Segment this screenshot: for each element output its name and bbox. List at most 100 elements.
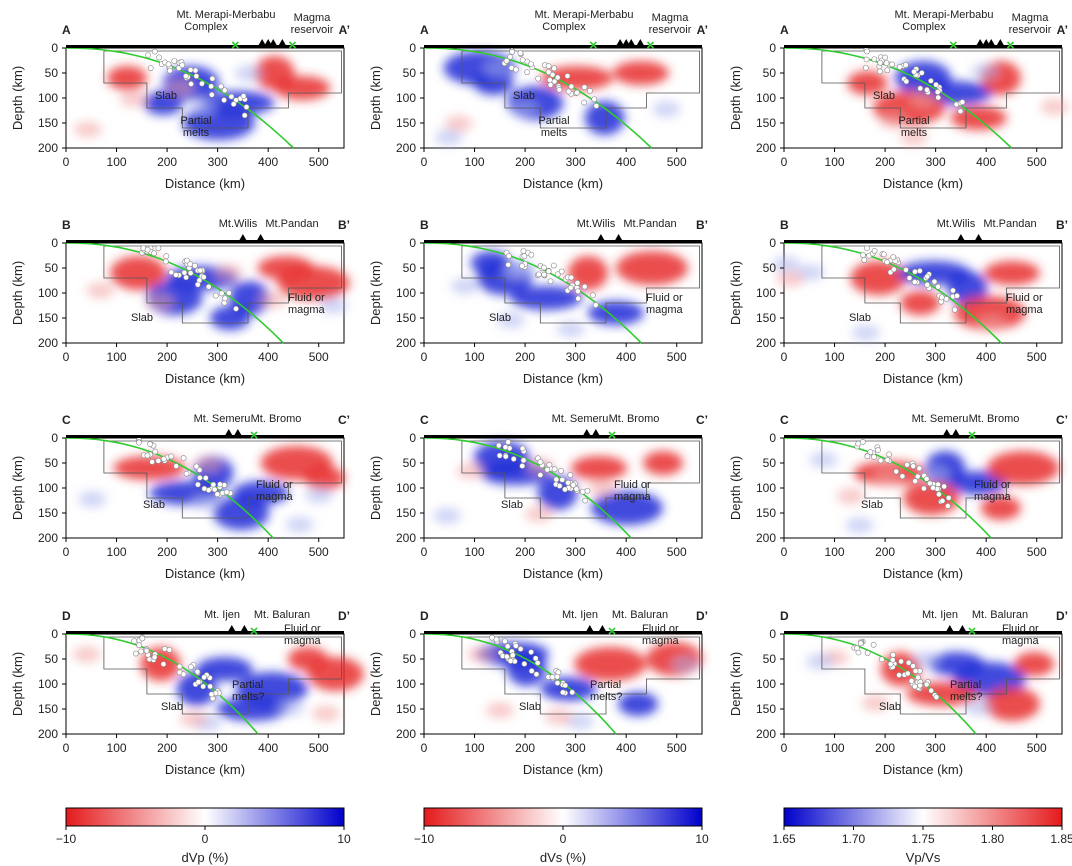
- y-axis-label: Depth (km): [368, 456, 383, 520]
- earthquake-dot: [893, 468, 900, 475]
- annotation-label: Fluid or: [256, 479, 293, 491]
- slab-top-line: [65, 242, 284, 344]
- annotation-label: Slab: [879, 701, 901, 713]
- x-tick-label: 0: [421, 545, 428, 559]
- earthquake-dot: [549, 674, 556, 680]
- earthquake-dot: [579, 488, 586, 495]
- x-tick-label: 300: [566, 350, 586, 364]
- station-marker-icon: [250, 627, 258, 635]
- earthquake-dot: [547, 81, 554, 88]
- earthquake-dot: [957, 108, 964, 115]
- annotation-label: reservoir: [1009, 24, 1052, 36]
- earthquake-dot: [549, 71, 556, 78]
- x-tick-label: 500: [309, 155, 329, 169]
- y-tick-label: 50: [403, 652, 417, 666]
- earthquake-dot: [199, 80, 205, 87]
- slab-top-line: [423, 633, 617, 735]
- y-tick-label: 100: [756, 91, 776, 105]
- earthquake-dot: [507, 658, 514, 664]
- annotation-label: Partial: [538, 115, 569, 127]
- earthquake-dot: [574, 89, 580, 96]
- topography-bar: [784, 240, 1062, 243]
- x-tick-label: 400: [258, 741, 278, 755]
- earthquake-dot: [545, 268, 552, 275]
- x-tick-label: 200: [875, 741, 895, 755]
- earthquake-dot: [926, 480, 933, 487]
- y-tick-label: 100: [38, 677, 58, 691]
- annotation-label: Fluid or: [646, 292, 683, 304]
- earthquake-dot: [537, 472, 544, 478]
- annotation-label: Mt. Bromo: [251, 413, 302, 425]
- earthquake-dot: [180, 455, 187, 461]
- x-tick-label: 200: [875, 350, 895, 364]
- x-axis-label: Distance (km): [523, 371, 603, 386]
- earthquake-dot: [192, 262, 198, 269]
- earthquake-dot: [558, 268, 565, 275]
- y-tick-label: 50: [403, 456, 417, 470]
- earthquake-dot: [208, 91, 215, 98]
- annotation-label: Magma: [1012, 12, 1050, 24]
- earthquake-dot: [179, 62, 186, 69]
- x-tick-label: 200: [157, 545, 177, 559]
- earthquake-dot: [547, 278, 554, 285]
- earthquake-dot: [143, 647, 150, 654]
- earthquake-dot: [187, 66, 194, 73]
- x-tick-label: 200: [157, 155, 177, 169]
- earthquake-dot: [528, 61, 534, 68]
- earthquake-dot: [581, 84, 588, 91]
- topography-bar: [66, 240, 344, 243]
- x-tick-label: 100: [825, 545, 845, 559]
- earthquake-dot: [864, 245, 870, 252]
- volcano-icon: [227, 625, 236, 632]
- y-tick-label: 0: [769, 431, 776, 445]
- x-axis-label: Distance (km): [165, 371, 245, 386]
- earthquake-dot: [944, 503, 951, 509]
- topography-bar: [424, 240, 702, 243]
- annotation-label: melts: [183, 127, 210, 139]
- x-axis-label: Distance (km): [523, 566, 603, 581]
- earthquake-dot: [168, 453, 175, 460]
- earthquake-dot: [554, 271, 561, 278]
- earthquake-dot: [502, 444, 509, 451]
- profile-start-label: C: [62, 413, 71, 427]
- x-tick-label: 100: [465, 350, 485, 364]
- station-marker-icon: [949, 41, 957, 49]
- annotation-label: magma: [1006, 304, 1044, 316]
- annotation-label: Magma: [294, 12, 332, 24]
- y-tick-label: 0: [409, 236, 416, 250]
- earthquake-dot: [209, 75, 216, 82]
- earthquake-dot: [505, 261, 512, 268]
- velocity-anomaly-image: [72, 646, 364, 732]
- resolution-outline: [103, 636, 342, 715]
- x-tick-label: 100: [825, 350, 845, 364]
- station-marker-icon: [646, 41, 655, 49]
- annotation-label: Partial: [232, 679, 263, 691]
- y-tick-label: 100: [396, 677, 416, 691]
- earthquake-dot: [502, 453, 509, 460]
- x-tick-label: 500: [309, 350, 329, 364]
- annotation-label: melts?: [232, 691, 264, 703]
- y-tick-label: 200: [38, 531, 58, 545]
- profile-end-label: A’: [1057, 23, 1068, 37]
- earthquake-dot: [520, 457, 527, 464]
- x-tick-label: 400: [976, 155, 996, 169]
- earthquake-dot: [906, 275, 913, 281]
- earthquake-hypocenters: [860, 245, 960, 313]
- x-axis-label: Distance (km): [523, 762, 603, 777]
- earthquake-dot: [152, 448, 159, 455]
- annotation-label: magma: [288, 304, 326, 316]
- earthquake-dot: [208, 691, 215, 698]
- y-axis-label: Depth (km): [10, 456, 25, 520]
- earthquake-dot: [546, 461, 553, 468]
- earthquake-dot: [882, 54, 889, 61]
- x-tick-label: 0: [421, 741, 428, 755]
- earthquake-dot: [914, 473, 921, 480]
- earthquake-dot: [546, 77, 553, 83]
- earthquake-dot: [528, 649, 535, 655]
- earthquake-dot: [890, 266, 897, 273]
- earthquake-dot: [575, 288, 581, 295]
- y-axis-label: Depth (km): [728, 66, 743, 130]
- earthquake-dot: [218, 83, 224, 90]
- x-tick-label: 100: [465, 155, 485, 169]
